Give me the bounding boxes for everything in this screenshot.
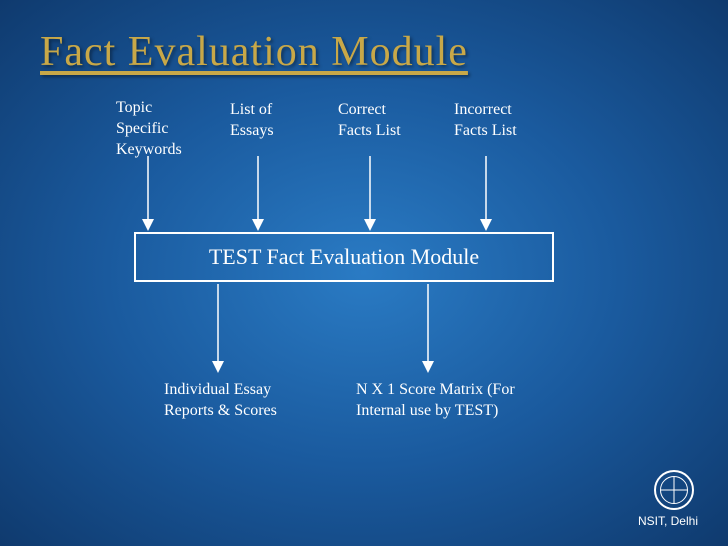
module-box-label: TEST Fact Evaluation Module <box>209 244 479 270</box>
input-label-incorrect-facts: Incorrect Facts List <box>454 100 517 142</box>
input-label-correct-facts: Correct Facts List <box>338 100 401 142</box>
input-label-list-essays: List of Essays <box>230 100 274 142</box>
org-logo-icon <box>654 470 694 510</box>
input-label-topic-keywords: Topic Specific Keywords <box>116 98 182 160</box>
output-label-reports: Individual Essay Reports & Scores <box>164 380 277 422</box>
module-box: TEST Fact Evaluation Module <box>134 232 554 282</box>
output-label-score-matrix: N X 1 Score Matrix (For Internal use by … <box>356 380 515 422</box>
slide-title: Fact Evaluation Module <box>40 28 468 76</box>
footer-org: NSIT, Delhi <box>638 514 698 528</box>
